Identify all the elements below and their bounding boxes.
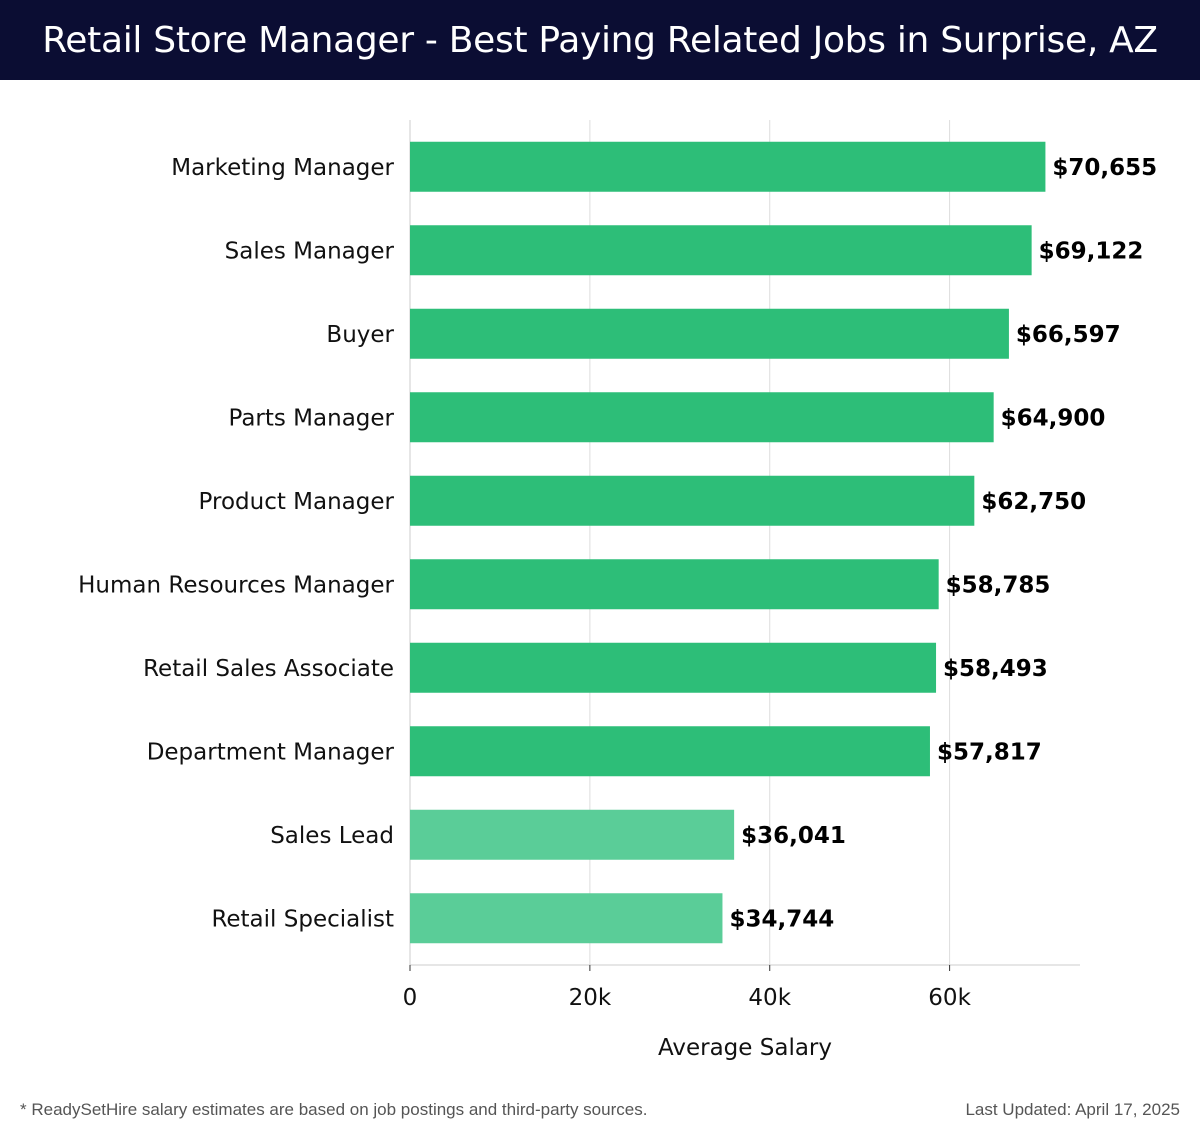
category-label-0: Marketing Manager bbox=[171, 155, 394, 181]
value-label-1: $69,122 bbox=[1039, 238, 1144, 264]
bar-1 bbox=[410, 225, 1032, 276]
category-label-1: Sales Manager bbox=[225, 238, 395, 264]
bar-4 bbox=[410, 475, 975, 526]
category-label-6: Retail Sales Associate bbox=[143, 656, 394, 682]
value-label-7: $57,817 bbox=[937, 739, 1042, 765]
bar-8 bbox=[410, 809, 735, 860]
salary-bar-chart: Marketing Manager $70,655 Sales Manager $69… bbox=[78, 120, 1157, 1061]
category-label-8: Sales Lead bbox=[270, 823, 394, 849]
category-label-7: Department Manager bbox=[147, 739, 395, 765]
bar-7 bbox=[410, 726, 930, 777]
x-tick-label-1: 20k bbox=[569, 985, 612, 1011]
value-label-5: $58,785 bbox=[946, 572, 1051, 598]
footnote: * ReadySetHire salary estimates are base… bbox=[20, 1100, 648, 1119]
x-tick-label-3: 60k bbox=[928, 985, 971, 1011]
value-label-4: $62,750 bbox=[981, 489, 1086, 515]
category-label-3: Parts Manager bbox=[228, 405, 394, 431]
value-label-8: $36,041 bbox=[741, 823, 846, 849]
value-label-0: $70,655 bbox=[1052, 155, 1157, 181]
bar-6 bbox=[410, 642, 937, 693]
category-label-4: Product Manager bbox=[199, 489, 395, 515]
category-label-2: Buyer bbox=[326, 322, 394, 348]
bar-5 bbox=[410, 559, 939, 610]
x-axis-label: Average Salary bbox=[658, 1035, 832, 1061]
bar-2 bbox=[410, 308, 1009, 359]
value-label-9: $34,744 bbox=[729, 906, 834, 932]
category-label-9: Retail Specialist bbox=[211, 906, 394, 932]
value-label-3: $64,900 bbox=[1001, 405, 1106, 431]
x-tick-label-0: 0 bbox=[403, 985, 418, 1011]
value-label-6: $58,493 bbox=[943, 656, 1048, 682]
bar-3 bbox=[410, 392, 994, 443]
chart-title: Retail Store Manager - Best Paying Relat… bbox=[42, 19, 1158, 61]
chart-header: Retail Store Manager - Best Paying Relat… bbox=[0, 0, 1200, 80]
value-label-2: $66,597 bbox=[1016, 322, 1121, 348]
bar-9 bbox=[410, 893, 723, 944]
x-tick-label-2: 40k bbox=[748, 985, 791, 1011]
last-updated: Last Updated: April 17, 2025 bbox=[965, 1100, 1180, 1119]
bar-0 bbox=[410, 141, 1046, 192]
category-label-5: Human Resources Manager bbox=[78, 572, 394, 598]
